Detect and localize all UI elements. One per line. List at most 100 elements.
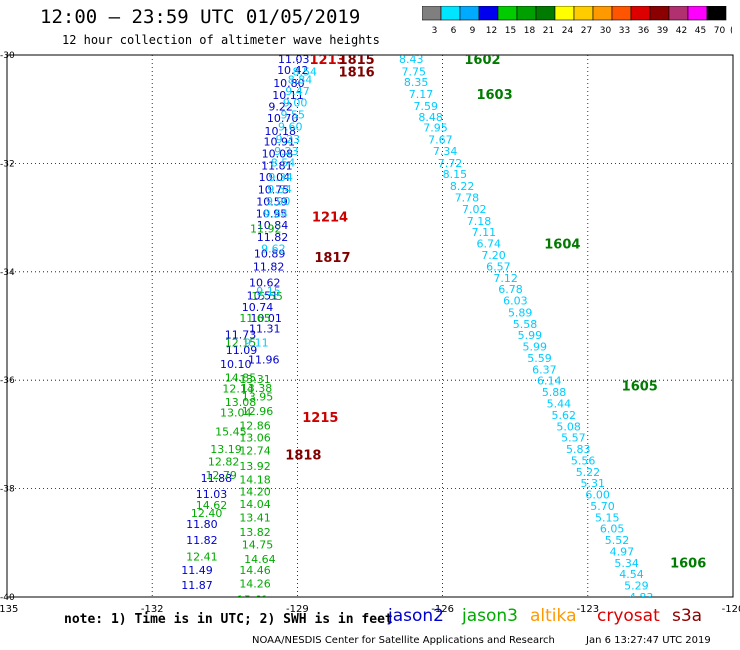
s3a-swh-value: 7.75 bbox=[401, 65, 426, 78]
jason3-swh-value: 13.31 bbox=[239, 373, 271, 386]
colorbar-tick-label: 12 bbox=[486, 26, 497, 36]
s3a-swh-value: 5.44 bbox=[547, 398, 572, 411]
longitude-tick-label: -129 bbox=[286, 604, 309, 615]
colorbar-tick-label: 39 bbox=[657, 26, 669, 36]
jason2-swh-value: 11.96 bbox=[248, 354, 279, 367]
legend-jason2: jason2 bbox=[388, 606, 444, 626]
s3a-swh-value: 6.78 bbox=[498, 283, 523, 296]
colorbar-tick-label: 9 bbox=[470, 26, 476, 36]
s3a-swh-value: 5.99 bbox=[522, 341, 547, 354]
jason3-swh-value: 14.85 bbox=[225, 371, 256, 384]
s3a-swh-value: 8.48 bbox=[418, 111, 443, 124]
s3a-swh-value: 8.35 bbox=[404, 76, 429, 89]
jason2-swh-value: 10.89 bbox=[254, 247, 286, 260]
jason2-swh-value: 11.03 bbox=[278, 53, 310, 66]
pass-time-label: 1818 bbox=[285, 448, 321, 463]
jason3-swh-value: 13.06 bbox=[239, 432, 271, 445]
s3a-swh-value: 4.97 bbox=[610, 545, 635, 558]
colorbar-swatch bbox=[706, 6, 727, 21]
jason2-swh-value: 10.91 bbox=[264, 136, 296, 149]
jason3-swh-value: 13.95 bbox=[242, 390, 273, 403]
s3a-swh-value: 7.11 bbox=[472, 226, 497, 239]
s3a-swh-value: 6.37 bbox=[532, 363, 557, 376]
pass-time-label: 1603 bbox=[476, 88, 512, 103]
colorbar-tick-label: 15 bbox=[505, 26, 516, 36]
jason2-swh-value: 10.70 bbox=[267, 112, 299, 125]
s3a-swh-value: 8.43 bbox=[399, 53, 424, 66]
jason3-swh-value: 13.38 bbox=[241, 382, 273, 395]
latitude-tick-label: -34 bbox=[0, 268, 15, 278]
jason2-swh-value: 11.82 bbox=[257, 231, 289, 244]
jason3-swh-value: 13.49 bbox=[181, 598, 213, 611]
s3a-swh-value: 5.62 bbox=[552, 409, 577, 422]
jason3-swh-value: 14.26 bbox=[239, 577, 271, 590]
longitude-tick-label: -120 bbox=[722, 604, 740, 615]
jason3-swh-value: 12.79 bbox=[205, 469, 237, 482]
s3a-swh-value: 6.05 bbox=[600, 523, 625, 536]
jason3-swh-value: 13.92 bbox=[239, 460, 271, 473]
jason3-swh-value: 14.18 bbox=[239, 473, 271, 486]
pass-time-label: 1816 bbox=[339, 65, 375, 80]
jason2-swh-value: 10.62 bbox=[249, 277, 281, 290]
s3a-swh-value: 6.03 bbox=[503, 295, 527, 308]
s3a-swh-value: 6.14 bbox=[537, 375, 562, 388]
colorbar-tick-label: 18 bbox=[524, 26, 536, 36]
s3a-swh-value: 5.59 bbox=[527, 352, 552, 365]
colorbar-tick-label: 33 bbox=[619, 26, 630, 36]
latitude-tick-label: -32 bbox=[0, 159, 15, 169]
s3a-swh-value: 7.67 bbox=[428, 134, 453, 147]
s3a-swh-value: 5.89 bbox=[508, 306, 533, 319]
colorbar-unit-label: (ft) bbox=[730, 26, 732, 36]
jason3-swh-value: 13.41 bbox=[239, 511, 271, 524]
pass-time-label: 1817 bbox=[314, 251, 350, 266]
latitude-tick-label: -30 bbox=[0, 51, 15, 61]
longitude-tick-label: -132 bbox=[141, 604, 164, 615]
jason2-swh-value: 11.87 bbox=[181, 579, 213, 592]
latitude-tick-label: -40 bbox=[0, 593, 15, 603]
s3a-swh-value: 9.54 bbox=[267, 183, 292, 196]
s3a-swh-value: 8.54 bbox=[293, 65, 318, 78]
longitude-tick-label: -123 bbox=[576, 604, 599, 615]
jason2-swh-value: 11.31 bbox=[249, 323, 281, 336]
colorbar-tick-label: 36 bbox=[638, 26, 650, 36]
colorbar-tick-label: 45 bbox=[695, 26, 706, 36]
jason2-swh-value: 10.59 bbox=[256, 195, 288, 208]
colorbar-tick-label: 30 bbox=[600, 26, 612, 36]
jason3-swh-value: 11.65 bbox=[239, 312, 271, 325]
latitude-tick-label: -36 bbox=[0, 376, 15, 386]
jason2-swh-value: 10.51 bbox=[247, 290, 279, 303]
jason3-swh-value: 15.55 bbox=[251, 290, 282, 303]
jason3-swh-value: 12.41 bbox=[186, 550, 218, 563]
jason3-swh-value: 14.04 bbox=[239, 498, 271, 511]
s3a-swh-value: 8.22 bbox=[450, 180, 475, 193]
s3a-swh-value: 9.23 bbox=[276, 133, 301, 146]
pass-time-label: 1605 bbox=[622, 380, 658, 395]
colorbar-tick-label: 6 bbox=[451, 26, 457, 36]
colorbar-tick-label: 21 bbox=[543, 26, 554, 36]
colorbar-tick-label: 27 bbox=[581, 26, 592, 36]
pass-time-label: 1604 bbox=[544, 238, 580, 253]
footer-note: note: 1) Time is in UTC; 2) SWH is in fe… bbox=[64, 612, 393, 627]
jason3-swh-value: 12.14 bbox=[222, 382, 254, 395]
legend-jason3: jason3 bbox=[462, 606, 518, 626]
jason3-swh-value: 13.04 bbox=[220, 407, 252, 420]
pass-time-label: 1602 bbox=[464, 53, 500, 68]
jason2-swh-value: 10.01 bbox=[250, 312, 282, 325]
jason2-swh-value: 10.10 bbox=[220, 358, 252, 371]
jason2-swh-value: 10.95 bbox=[256, 207, 288, 220]
generated-timestamp: Jan 6 13:27:47 UTC 2019 bbox=[586, 635, 711, 646]
pass-time-label: 1214 bbox=[312, 211, 348, 226]
jason3-swh-value: 14.46 bbox=[239, 564, 271, 577]
s3a-swh-value: 7.18 bbox=[467, 215, 492, 228]
colorbar-tick-label: 42 bbox=[676, 26, 687, 36]
jason3-swh-value: 12.15 bbox=[225, 336, 256, 349]
s3a-swh-value: 5.56 bbox=[571, 454, 596, 467]
s3a-swh-value: 9.64 bbox=[264, 207, 289, 220]
jason2-swh-value: 11.81 bbox=[261, 160, 293, 173]
jason2-swh-value: 11.09 bbox=[226, 344, 258, 357]
latitude-tick-label: -38 bbox=[0, 485, 15, 495]
jason2-swh-value: 10.04 bbox=[259, 171, 291, 184]
jason3-swh-value: 15.61 bbox=[237, 594, 269, 607]
